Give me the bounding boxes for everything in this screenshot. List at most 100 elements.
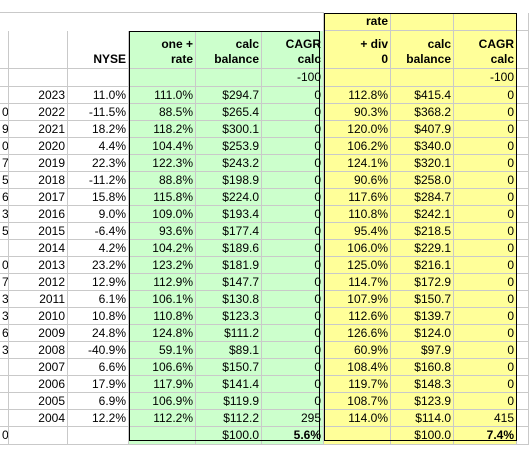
year-cell[interactable]: 2013: [9, 257, 68, 274]
nyse-return-cell[interactable]: 6.6%: [68, 359, 129, 376]
rate-plus-div-cell[interactable]: 107.9%: [324, 291, 391, 308]
calc-balance-cell[interactable]: $119.9: [196, 393, 262, 410]
calc-balance-cell[interactable]: $243.2: [196, 155, 262, 172]
calc-balance-2-cell[interactable]: $218.5: [391, 223, 454, 240]
cagr-calc-cell[interactable]: 0: [262, 138, 324, 155]
cagr-calc-2-cell[interactable]: 0: [454, 325, 517, 342]
calc-balance-cell[interactable]: $177.4: [196, 223, 262, 240]
cagr-calc-2-cell[interactable]: 0: [454, 342, 517, 359]
one-plus-rate-cell[interactable]: 111.0%: [129, 87, 196, 104]
one-plus-rate-cell[interactable]: 104.4%: [129, 138, 196, 155]
cagr-calc-cell[interactable]: 0: [262, 155, 324, 172]
year-cell[interactable]: 2017: [9, 189, 68, 206]
rate-plus-div-cell[interactable]: 114.0%: [324, 410, 391, 427]
cagr-calc-cell[interactable]: 0: [262, 257, 324, 274]
nyse-return-cell[interactable]: 12.2%: [68, 410, 129, 427]
cagr-calc-cell[interactable]: 0: [262, 393, 324, 410]
year-cell[interactable]: 2019: [9, 155, 68, 172]
cagr-calc-2-cell[interactable]: 415: [454, 410, 517, 427]
calc-balance-2-cell[interactable]: $229.1: [391, 240, 454, 257]
nyse-return-cell[interactable]: 4.4%: [68, 138, 129, 155]
nyse-return-cell[interactable]: 9.0%: [68, 206, 129, 223]
cagr-calc-2-cell[interactable]: 0: [454, 172, 517, 189]
cagr-calc-cell[interactable]: 295: [262, 410, 324, 427]
year-cell[interactable]: 2014: [9, 240, 68, 257]
calc-balance-2-header[interactable]: calc balance: [391, 31, 454, 69]
cagr-calc-cell[interactable]: 0: [262, 206, 324, 223]
nyse-return-cell[interactable]: -11.2%: [68, 172, 129, 189]
calc-balance-cell[interactable]: $198.9: [196, 172, 262, 189]
cagr-calc-cell[interactable]: 0: [262, 104, 324, 121]
calc-balance-2-cell[interactable]: $284.7: [391, 189, 454, 206]
nyse-return-cell[interactable]: -11.5%: [68, 104, 129, 121]
rate-plus-div-cell[interactable]: 95.4%: [324, 223, 391, 240]
cagr-calc-cell[interactable]: 0: [262, 172, 324, 189]
rate-plus-div-cell[interactable]: 108.4%: [324, 359, 391, 376]
calc-balance-cell[interactable]: $294.7: [196, 87, 262, 104]
cagr-calc-2-cell[interactable]: 0: [454, 138, 517, 155]
one-plus-rate-cell[interactable]: 110.8%: [129, 308, 196, 325]
cagr-calc-2-cell[interactable]: 0: [454, 240, 517, 257]
rate-plus-div-cell[interactable]: 112.8%: [324, 87, 391, 104]
year-cell[interactable]: 2008: [9, 342, 68, 359]
year-header-cell[interactable]: [9, 31, 68, 69]
balance-cell[interactable]: [196, 69, 262, 87]
cagr-param-cell[interactable]: -100: [454, 69, 517, 87]
nyse-return-cell[interactable]: -40.9%: [68, 342, 129, 359]
one-plus-rate-cell[interactable]: 122.3%: [129, 155, 196, 172]
calc-balance-cell[interactable]: $150.7: [196, 359, 262, 376]
calc-balance-2-cell[interactable]: $148.3: [391, 376, 454, 393]
nyse-return-cell[interactable]: 15.8%: [68, 189, 129, 206]
year-cell[interactable]: 2009: [9, 325, 68, 342]
one-plus-rate-cell[interactable]: 106.6%: [129, 359, 196, 376]
calc-balance-2-cell[interactable]: $258.0: [391, 172, 454, 189]
rate-cell[interactable]: [324, 427, 391, 445]
rate-cell[interactable]: [129, 69, 196, 87]
year-cell[interactable]: 2020: [9, 138, 68, 155]
rate-div-header-top[interactable]: rate: [324, 13, 391, 31]
rate-plus-div-cell[interactable]: 125.0%: [324, 257, 391, 274]
calc-balance-2-cell[interactable]: $123.9: [391, 393, 454, 410]
one-plus-rate-cell[interactable]: 115.8%: [129, 189, 196, 206]
calc-balance-2-cell[interactable]: $114.0: [391, 410, 454, 427]
cagr-calc-cell[interactable]: 0: [262, 291, 324, 308]
cagr-calc-2-cell[interactable]: 0: [454, 87, 517, 104]
calc-balance-cell[interactable]: $89.1: [196, 342, 262, 359]
rate-plus-div-cell[interactable]: 108.7%: [324, 393, 391, 410]
year-cell[interactable]: 2018: [9, 172, 68, 189]
calc-balance-2-cell[interactable]: $150.7: [391, 291, 454, 308]
one-plus-rate-header[interactable]: one + rate: [129, 31, 196, 69]
calc-balance-cell[interactable]: $300.1: [196, 121, 262, 138]
nyse-return-cell[interactable]: 23.2%: [68, 257, 129, 274]
rate-div-header[interactable]: + div 0: [324, 31, 391, 69]
balance-cell[interactable]: [391, 69, 454, 87]
cagr-calc-cell[interactable]: 0: [262, 87, 324, 104]
calc-balance-cell[interactable]: $224.0: [196, 189, 262, 206]
calc-balance-cell[interactable]: $123.3: [196, 308, 262, 325]
rate-plus-div-cell[interactable]: 117.6%: [324, 189, 391, 206]
nyse-return-cell[interactable]: 6.9%: [68, 393, 129, 410]
calc-balance-cell[interactable]: $181.9: [196, 257, 262, 274]
rate-plus-div-cell[interactable]: 106.0%: [324, 240, 391, 257]
one-plus-rate-cell[interactable]: 112.9%: [129, 274, 196, 291]
cagr-calc-2-cell[interactable]: 0: [454, 359, 517, 376]
nyse-return-cell[interactable]: 12.9%: [68, 274, 129, 291]
cagr-calc-2-cell[interactable]: 0: [454, 155, 517, 172]
cagr-calc-cell[interactable]: 0: [262, 359, 324, 376]
yellow-header-cell[interactable]: [454, 13, 517, 31]
year-cell[interactable]: [9, 427, 68, 445]
cagr-calc-2-cell[interactable]: 0: [454, 189, 517, 206]
cagr-calc-2-cell[interactable]: 0: [454, 308, 517, 325]
rate-plus-div-cell[interactable]: 90.3%: [324, 104, 391, 121]
nyse-return-cell[interactable]: 10.8%: [68, 308, 129, 325]
cagr-calc-cell[interactable]: 0: [262, 189, 324, 206]
cagr-result-cell[interactable]: 7.4%: [454, 427, 517, 445]
nyse-header[interactable]: NYSE: [68, 31, 129, 69]
rate-plus-div-cell[interactable]: 90.6%: [324, 172, 391, 189]
calc-balance-cell[interactable]: $130.8: [196, 291, 262, 308]
rate-plus-div-cell[interactable]: 114.7%: [324, 274, 391, 291]
calc-balance-2-cell[interactable]: $216.1: [391, 257, 454, 274]
calc-balance-cell[interactable]: $111.2: [196, 325, 262, 342]
year-cell[interactable]: [9, 69, 68, 87]
cagr-calc-cell[interactable]: 0: [262, 240, 324, 257]
